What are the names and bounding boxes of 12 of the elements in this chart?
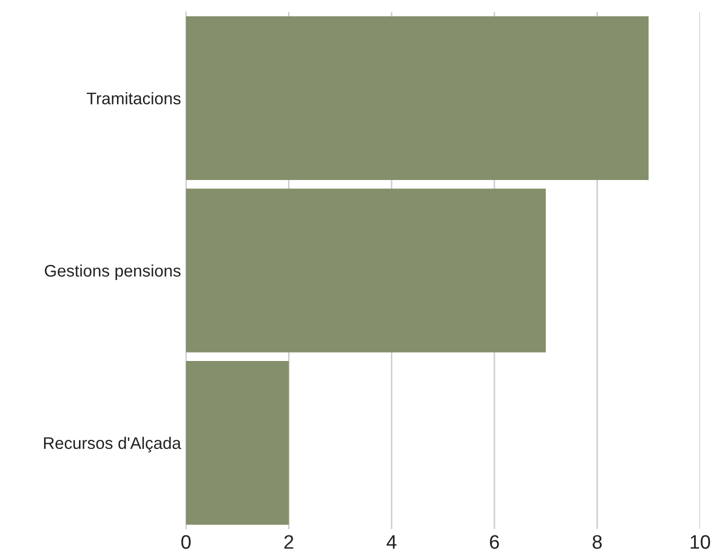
bar xyxy=(186,188,546,352)
bar xyxy=(186,16,649,180)
x-tick-label: 4 xyxy=(386,535,396,549)
x-tick-label: 2 xyxy=(284,535,294,549)
y-tick-label: Gestions pensions xyxy=(44,264,181,280)
x-tick-label: 8 xyxy=(592,535,602,549)
bar xyxy=(186,360,289,525)
y-tick-label: Recursos d'Alçada xyxy=(44,436,182,452)
x-tick-label: 0 xyxy=(181,535,191,549)
x-tick-label: 10 xyxy=(690,535,710,549)
y-tick-label: Tramitacions xyxy=(86,92,181,104)
x-tick-label: 6 xyxy=(490,535,499,549)
